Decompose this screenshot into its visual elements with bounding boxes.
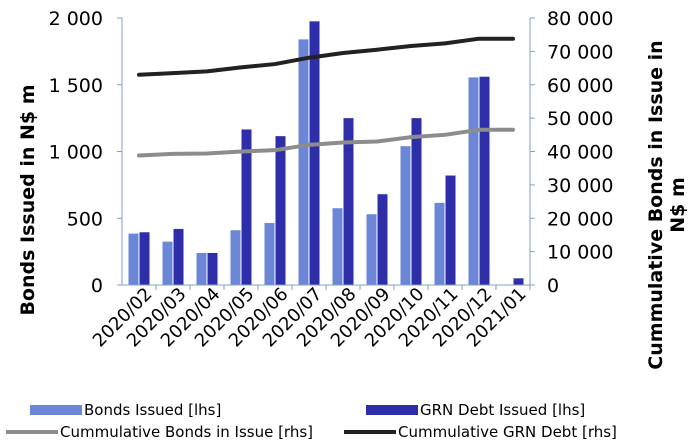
- y2-tick-label: 10 000: [547, 242, 613, 264]
- y2-tick-label: 70 000: [547, 41, 613, 63]
- y-tick-label: 1 000: [49, 142, 103, 164]
- bar-grn-debt-issued-2020-02: [139, 232, 150, 285]
- bar-grn-debt-issued-2020-11: [445, 175, 456, 285]
- bar-bonds-issued-2020-09: [366, 214, 377, 285]
- legend-item-grn-debt-issued: GRN Debt Issued [lhs]: [366, 400, 585, 420]
- y2-tick-label: 50 000: [547, 108, 613, 130]
- legend-label-cum-grn-debt: Cummulative GRN Debt [rhs]: [398, 423, 617, 441]
- bar-grn-debt-issued-2020-09: [377, 194, 388, 285]
- bar-grn-debt-issued-2020-12: [479, 76, 490, 286]
- legend-item-cum-grn-debt: Cummulative GRN Debt [rhs]: [344, 422, 617, 442]
- bar-bonds-issued-2020-08: [332, 208, 343, 285]
- legend-swatch-cum-bonds: [6, 430, 58, 434]
- bars-layer: [128, 21, 524, 286]
- bar-bonds-issued-2020-11: [434, 202, 445, 285]
- legend-label-grn-debt-issued: GRN Debt Issued [lhs]: [420, 401, 586, 419]
- bar-bonds-issued-2020-02: [128, 233, 139, 285]
- bar-grn-debt-issued-2020-04: [207, 252, 218, 285]
- legend-swatch-bonds-issued: [30, 405, 82, 415]
- line-cumulative-bonds: [137, 127, 515, 158]
- y2-axis-title-line1: Cummulative Bonds in Issue in: [645, 40, 667, 369]
- bar-grn-debt-issued-2021-01: [513, 278, 524, 285]
- bar-bonds-issued-2020-04: [196, 252, 207, 285]
- bar-bonds-issued-2020-12: [468, 77, 479, 285]
- axes-layer: 0 500 1 000 1 500 2 000 0 10 000 20 000 30 000 40…: [49, 8, 614, 351]
- y-tick-label: 500: [67, 208, 103, 230]
- y-tick-label: 0: [91, 275, 103, 297]
- y-tick-label: 2 000: [49, 8, 103, 30]
- legend-swatch-grn-debt-issued: [366, 405, 418, 415]
- bar-grn-debt-issued-2020-03: [173, 228, 184, 285]
- bar-grn-debt-issued-2020-10: [411, 118, 422, 285]
- y-axis-title: Bonds Issued in N$ m: [17, 84, 39, 315]
- bar-grn-debt-issued-2020-08: [343, 118, 354, 285]
- y-tick-label: 1 500: [49, 75, 103, 97]
- y2-tick-label: 30 000: [547, 175, 613, 197]
- legend-item-cum-bonds: Cummulative Bonds in Issue [rhs]: [6, 422, 313, 442]
- bar-bonds-issued-2020-07: [298, 39, 309, 285]
- y2-tick-label: 0: [547, 275, 559, 297]
- legend-label-cum-bonds: Cummulative Bonds in Issue [rhs]: [60, 423, 314, 441]
- legend-item-bonds-issued: Bonds Issued [lhs]: [30, 400, 221, 420]
- legend-label-bonds-issued: Bonds Issued [lhs]: [84, 401, 222, 419]
- bar-bonds-issued-2020-06: [264, 222, 275, 285]
- bar-grn-debt-issued-2020-05: [241, 129, 252, 285]
- y2-tick-label: 40 000: [547, 142, 613, 164]
- legend: Bonds Issued [lhs] GRN Debt Issued [lhs]…: [0, 398, 696, 444]
- y2-tick-label: 60 000: [547, 75, 613, 97]
- y2-tick-label: 80 000: [547, 8, 613, 30]
- legend-swatch-cum-grn-debt: [344, 430, 396, 434]
- y2-axis-title-line2: N$ m: [667, 177, 689, 233]
- bar-grn-debt-issued-2020-07: [309, 21, 320, 286]
- y2-tick-label: 20 000: [547, 208, 613, 230]
- bar-grn-debt-issued-2020-06: [275, 136, 286, 285]
- bar-bonds-issued-2020-10: [400, 146, 411, 285]
- line-cumulative-grn-debt: [137, 36, 515, 77]
- bar-bonds-issued-2020-05: [230, 230, 241, 285]
- lines-layer: [137, 36, 515, 158]
- bar-bonds-issued-2020-03: [162, 241, 173, 285]
- chart: 0 500 1 000 1 500 2 000 0 10 000 20 000 30 000 40…: [17, 8, 689, 370]
